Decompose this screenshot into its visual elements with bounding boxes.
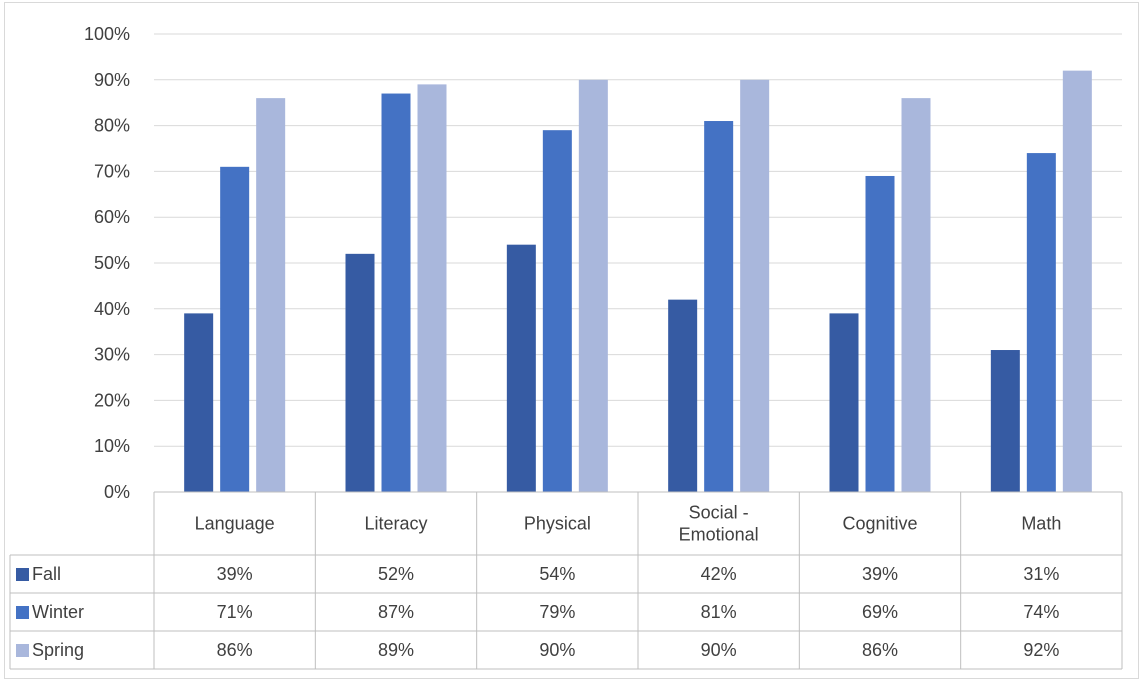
data-table-value: 39% bbox=[862, 564, 898, 584]
bar-winter bbox=[381, 93, 411, 492]
data-table-value: 74% bbox=[1023, 602, 1059, 622]
legend-label-winter: Winter bbox=[32, 602, 84, 622]
data-table-value: 90% bbox=[539, 640, 575, 660]
data-table-value: 81% bbox=[701, 602, 737, 622]
bar-winter bbox=[865, 175, 895, 493]
y-tick-label: 40% bbox=[94, 299, 130, 319]
legend-key-winter bbox=[16, 606, 29, 619]
y-tick-label: 90% bbox=[94, 70, 130, 90]
data-table-value: 39% bbox=[217, 564, 253, 584]
category-label: Language bbox=[195, 514, 275, 534]
data-table-value: 92% bbox=[1023, 640, 1059, 660]
data-table-value: 31% bbox=[1023, 564, 1059, 584]
bar-spring bbox=[740, 79, 770, 493]
data-table-value: 90% bbox=[701, 640, 737, 660]
y-tick-label: 70% bbox=[94, 161, 130, 181]
bar-spring bbox=[578, 79, 608, 493]
bar-winter bbox=[542, 130, 572, 492]
bar-winter bbox=[220, 166, 250, 492]
bar-winter bbox=[704, 121, 734, 493]
data-table-value: 87% bbox=[378, 602, 414, 622]
bar-fall bbox=[506, 244, 536, 492]
y-tick-label: 0% bbox=[104, 482, 130, 502]
category-label: Social - bbox=[689, 503, 749, 523]
bar-spring bbox=[901, 98, 931, 493]
legend-key-fall bbox=[16, 568, 29, 581]
category-label: Physical bbox=[524, 514, 591, 534]
bar-fall bbox=[990, 350, 1020, 492]
bar-spring bbox=[1062, 70, 1092, 492]
y-tick-label: 60% bbox=[94, 207, 130, 227]
data-table-value: 42% bbox=[701, 564, 737, 584]
category-label: Math bbox=[1021, 514, 1061, 534]
y-tick-label: 50% bbox=[94, 253, 130, 273]
bar-fall bbox=[829, 313, 859, 492]
y-tick-label: 10% bbox=[94, 436, 130, 456]
data-table-value: 79% bbox=[539, 602, 575, 622]
legend-label-fall: Fall bbox=[32, 564, 61, 584]
bar-spring bbox=[256, 98, 286, 493]
data-table-value: 86% bbox=[217, 640, 253, 660]
data-table-value: 69% bbox=[862, 602, 898, 622]
category-label: Literacy bbox=[364, 514, 427, 534]
legend-key-spring bbox=[16, 644, 29, 657]
data-table-value: 52% bbox=[378, 564, 414, 584]
category-label: Emotional bbox=[679, 525, 759, 545]
y-tick-label: 20% bbox=[94, 390, 130, 410]
data-table-value: 54% bbox=[539, 564, 575, 584]
bar-spring bbox=[417, 84, 447, 492]
bar-winter bbox=[1026, 153, 1056, 492]
data-table-value: 86% bbox=[862, 640, 898, 660]
bar-fall bbox=[668, 299, 698, 492]
bar-fall bbox=[184, 313, 214, 492]
data-table-value: 71% bbox=[217, 602, 253, 622]
y-tick-label: 30% bbox=[94, 345, 130, 365]
y-tick-label: 80% bbox=[94, 116, 130, 136]
legend-label-spring: Spring bbox=[32, 640, 84, 660]
bar-fall bbox=[345, 253, 375, 492]
y-tick-label: 100% bbox=[84, 24, 130, 44]
category-label: Cognitive bbox=[842, 514, 917, 534]
data-table-value: 89% bbox=[378, 640, 414, 660]
